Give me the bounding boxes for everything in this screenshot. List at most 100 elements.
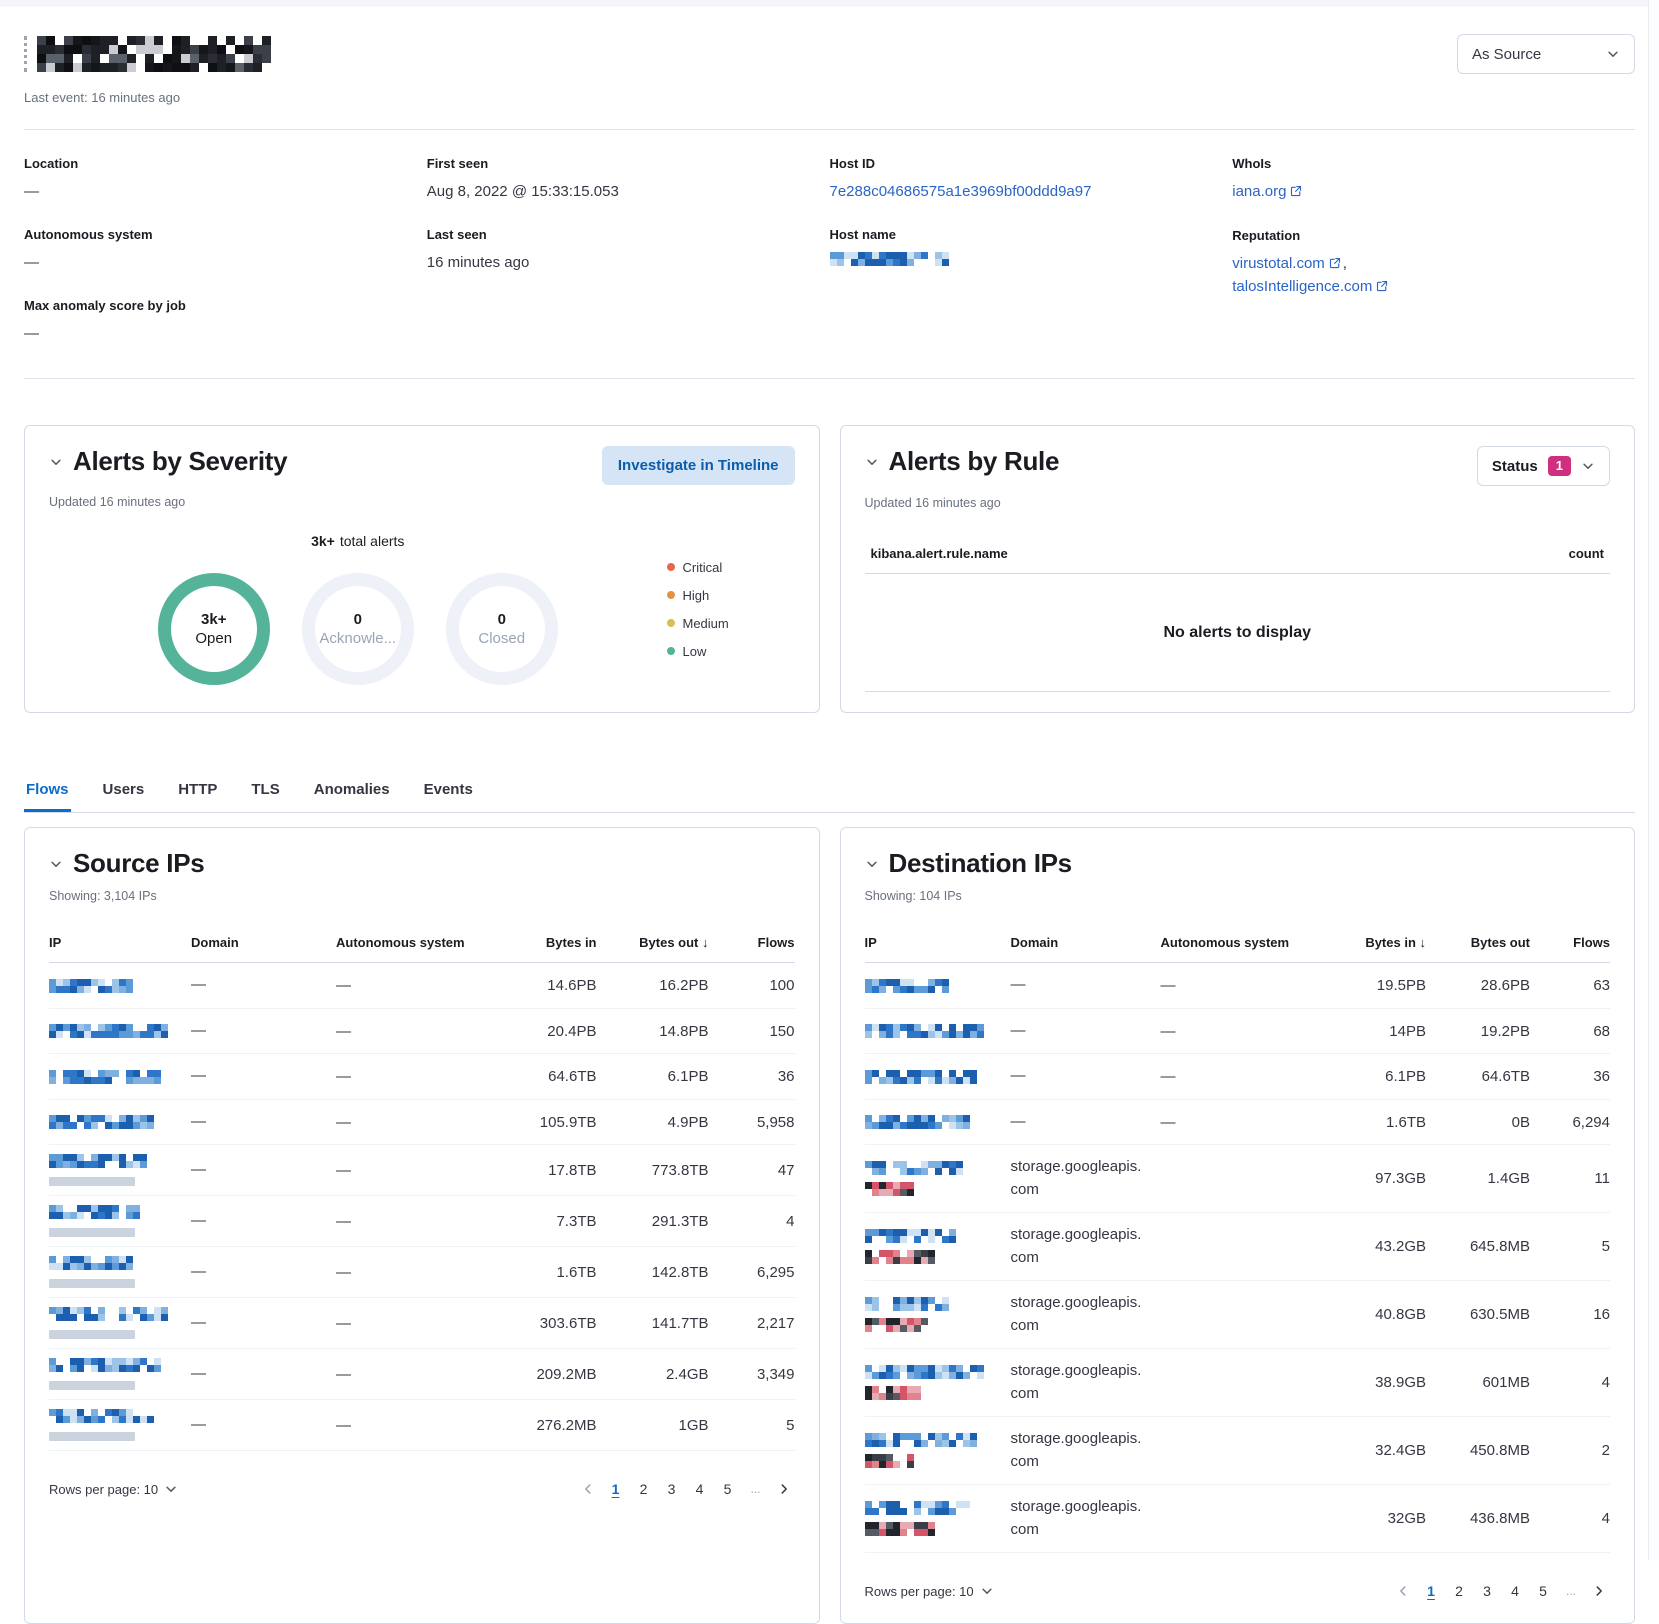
next-page-chevron-icon[interactable] <box>1588 1584 1610 1598</box>
collapse-chevron-icon[interactable] <box>865 455 879 469</box>
ip-cell-redacted[interactable] <box>864 1220 1011 1273</box>
ip-cell-redacted[interactable] <box>49 1349 191 1399</box>
scrollbar[interactable] <box>1648 0 1659 1560</box>
alert-status-donut-acknowle[interactable]: 0 Acknowle... <box>301 573 414 686</box>
column-header-ip[interactable]: IP <box>49 935 62 951</box>
bytes-in-cell: 14.6PB <box>547 977 597 994</box>
reputation-link-virustotal[interactable]: virustotal.com <box>1232 255 1341 272</box>
legend-item-critical[interactable]: Critical <box>666 560 795 575</box>
ip-cell-redacted[interactable] <box>864 1015 1011 1047</box>
host-id-link[interactable]: 7e288c04686575a1e3969bf00ddd9a97 <box>829 183 1092 200</box>
page-button-4[interactable]: 4 <box>695 1481 704 1498</box>
column-header-ip[interactable]: IP <box>864 935 877 951</box>
flows-cell: 47 <box>777 1161 795 1179</box>
ip-cell-redacted[interactable] <box>49 1400 191 1450</box>
ip-cell-redacted[interactable] <box>864 1424 1011 1477</box>
domain-cell: storage.​googleapis.​com <box>1010 1226 1142 1266</box>
field-label: WhoIs <box>1232 156 1272 171</box>
column-header-autonomous-system[interactable]: Autonomous system <box>1160 935 1290 951</box>
separator: , <box>1342 254 1347 272</box>
ip-cell-redacted[interactable] <box>49 970 191 1002</box>
tab-http[interactable]: HTTP <box>178 781 218 799</box>
column-header-bytes-out[interactable]: Bytes out ↓ <box>639 935 709 951</box>
legend-item-low[interactable]: Low <box>666 644 795 659</box>
page-button-5[interactable]: 5 <box>723 1481 732 1498</box>
ip-cell-redacted[interactable] <box>49 1298 191 1348</box>
view-mode-select[interactable]: As Source <box>1457 34 1635 74</box>
ip-cell-redacted[interactable] <box>49 1061 191 1093</box>
autonomous-system-cell: — <box>336 977 351 994</box>
tab-events[interactable]: Events <box>423 781 473 799</box>
ip-cell-redacted[interactable] <box>864 1152 1011 1205</box>
ip-cell-redacted[interactable] <box>864 1356 1011 1409</box>
column-header-bytes-in[interactable]: Bytes in ↓ <box>1365 935 1426 951</box>
bytes-in-cell: 38.9GB <box>1375 1374 1426 1392</box>
previous-page-chevron-icon[interactable] <box>577 1482 599 1496</box>
column-header-bytes-out[interactable]: Bytes out <box>1470 935 1530 951</box>
flows-cell: 100 <box>769 977 795 994</box>
ip-cell-redacted[interactable] <box>864 1492 1011 1545</box>
alert-status-donut-closed[interactable]: 0 Closed <box>445 573 558 686</box>
pages-ellipsis: ... <box>1565 1584 1576 1599</box>
ip-cell-redacted[interactable] <box>49 1145 191 1195</box>
legend-item-medium[interactable]: Medium <box>666 616 795 631</box>
alert-status-donut-open[interactable]: 3k+ Open <box>157 573 270 686</box>
autonomous-system-cell: — <box>336 1314 351 1332</box>
col-count[interactable]: count <box>1568 546 1604 562</box>
previous-page-chevron-icon[interactable] <box>1392 1584 1414 1598</box>
page-button-1[interactable]: 1 <box>1427 1583 1435 1600</box>
ip-cell-redacted[interactable] <box>864 970 1011 1002</box>
table-row: storage.​googleapis.​com 32GB 436.8MB 4 <box>864 1485 1610 1554</box>
source-ips-panel: Source IPs Showing: 3,104 IPs IP Domain Au… <box>24 827 820 1624</box>
rows-per-page-button[interactable]: Rows per page: 10 <box>49 1482 178 1497</box>
collapse-chevron-icon[interactable] <box>49 455 63 469</box>
next-page-chevron-icon[interactable] <box>773 1482 795 1496</box>
ip-cell-redacted[interactable] <box>49 1196 191 1246</box>
ip-cell-redacted[interactable] <box>864 1106 1011 1138</box>
tab-users[interactable]: Users <box>102 781 145 799</box>
legend-item-high[interactable]: High <box>666 588 795 603</box>
page-button-3[interactable]: 3 <box>1483 1583 1491 1600</box>
ip-cell-redacted[interactable] <box>49 1247 191 1297</box>
column-header-flows[interactable]: Flows <box>1573 935 1610 951</box>
flows-cell: 5 <box>786 1416 795 1434</box>
source-ips-table: IP Domain Autonomous system Bytes in Bytes o… <box>49 925 795 1452</box>
page-button-5[interactable]: 5 <box>1539 1583 1547 1600</box>
tab-tls[interactable]: TLS <box>251 781 280 799</box>
ip-cell-redacted[interactable] <box>864 1288 1011 1341</box>
col-rule-name[interactable]: kibana.alert.rule.name <box>870 546 1008 562</box>
status-filter-button[interactable]: Status 1 <box>1476 446 1610 487</box>
page-button-3[interactable]: 3 <box>667 1481 676 1498</box>
domain-cell: — <box>191 1161 206 1178</box>
bytes-in-cell: 105.9TB <box>539 1113 597 1131</box>
table-row: — — 209.2MB 2.4GB 3,349 <box>49 1349 795 1401</box>
ip-cell-redacted[interactable] <box>49 1015 191 1047</box>
page-button-4[interactable]: 4 <box>1511 1583 1519 1600</box>
tab-flows[interactable]: Flows <box>24 771 71 812</box>
domain-cell: — <box>191 1112 206 1130</box>
external-link-icon <box>1329 254 1341 276</box>
reputation-link-talos[interactable]: talosIntelligence.com <box>1232 278 1388 295</box>
whois-link[interactable]: iana.org <box>1232 183 1302 200</box>
host-name-redacted[interactable] <box>829 251 1203 266</box>
column-header-bytes-in[interactable]: Bytes in <box>545 935 597 951</box>
column-header-flows[interactable]: Flows <box>757 935 795 951</box>
table-row: — — 7.3TB 291.3TB 4 <box>49 1196 795 1248</box>
collapse-chevron-icon[interactable] <box>865 857 879 871</box>
page-button-1[interactable]: 1 <box>611 1481 620 1498</box>
collapse-chevron-icon[interactable] <box>49 857 63 871</box>
rows-per-page-button[interactable]: Rows per page: 10 <box>865 1584 994 1599</box>
page-button-2[interactable]: 2 <box>639 1481 648 1498</box>
view-mode-label: As Source <box>1472 45 1542 63</box>
ip-cell-redacted[interactable] <box>49 1106 191 1138</box>
investigate-in-timeline-button[interactable]: Investigate in Timeline <box>601 446 795 486</box>
column-header-domain[interactable]: Domain <box>1010 935 1059 951</box>
page-button-2[interactable]: 2 <box>1455 1583 1463 1600</box>
tab-anomalies[interactable]: Anomalies <box>313 781 390 799</box>
field-label: Host ID <box>829 156 876 171</box>
column-header-domain[interactable]: Domain <box>191 935 239 951</box>
column-header-autonomous-system[interactable]: Autonomous system <box>336 935 465 951</box>
domain-cell: storage.​googleapis.​com <box>1010 1158 1142 1198</box>
redacted-ip-title <box>37 36 271 72</box>
ip-cell-redacted[interactable] <box>864 1061 1011 1093</box>
